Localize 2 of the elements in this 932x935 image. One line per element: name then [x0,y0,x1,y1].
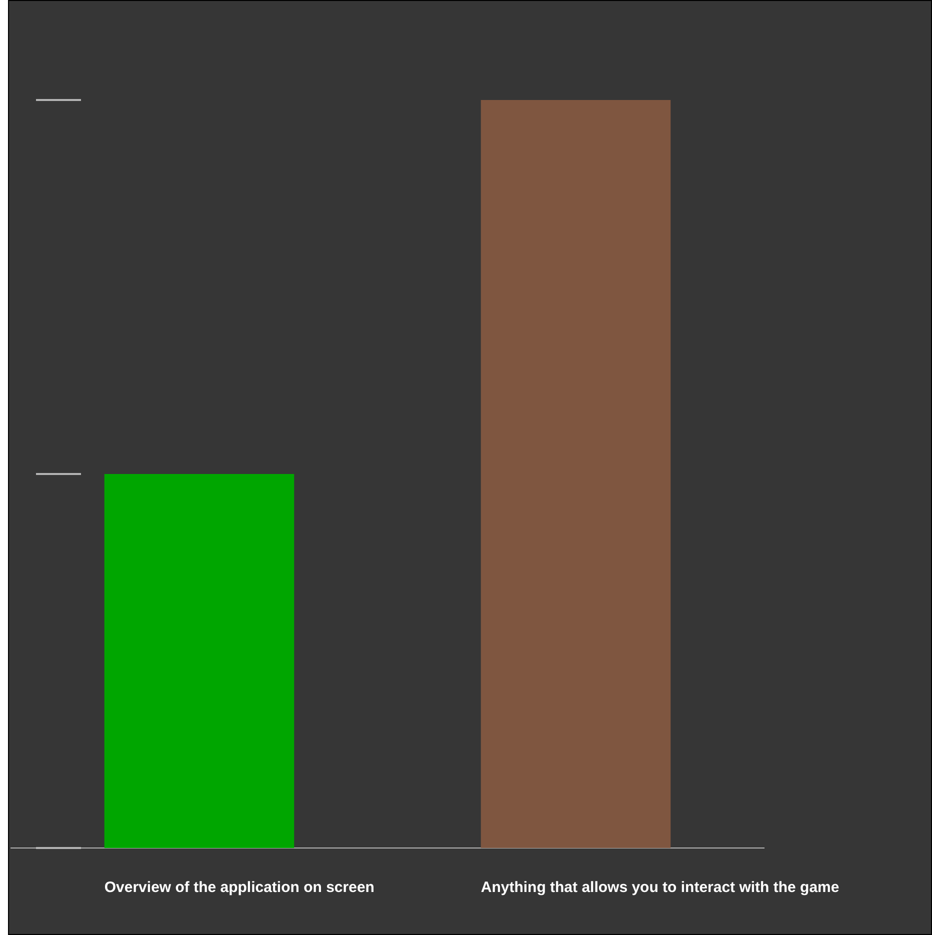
x-tick-label: Overview of the application on screen [104,879,374,896]
x-tick-label: Anything that allows you to interact with the game [480,879,840,896]
